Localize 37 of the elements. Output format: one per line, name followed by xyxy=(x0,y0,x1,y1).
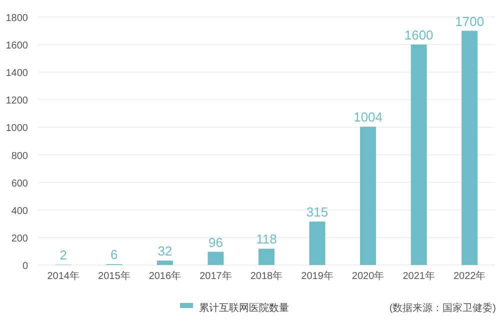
data-label: 118 xyxy=(256,232,277,247)
text: (数据来源：国家卫健委) xyxy=(389,302,496,314)
x-tick-label: 2016年 xyxy=(148,270,182,282)
y-tick-label: 1400 xyxy=(6,68,28,80)
x-tick-label: 2017年 xyxy=(200,270,232,282)
data-label: 1700 xyxy=(455,14,484,29)
y-tick-label: 1200 xyxy=(6,96,28,107)
x-tick-label: 2021年 xyxy=(402,270,435,282)
data-label: 1004 xyxy=(354,110,383,125)
bar xyxy=(156,260,173,265)
data-label: 6 xyxy=(110,247,118,262)
y-tick-label: 800 xyxy=(11,150,28,162)
data-label: 1600 xyxy=(404,28,434,43)
x-tick-label: 2022年 xyxy=(453,270,486,282)
x-tick-label: 2019年 xyxy=(301,270,334,282)
y-tick-label: 400 xyxy=(11,206,28,217)
y-tick-label: 1000 xyxy=(6,123,28,134)
data-label: 2 xyxy=(60,248,68,263)
bar xyxy=(360,126,376,265)
data-label: 32 xyxy=(158,244,172,259)
data-label: 315 xyxy=(306,204,328,220)
y-tick-label: 200 xyxy=(11,233,28,244)
y-tick-label: 600 xyxy=(11,178,28,190)
y-tick-label: 0 xyxy=(22,261,28,272)
bar xyxy=(208,252,224,265)
x-tick-label: 2015年 xyxy=(98,270,130,282)
bar xyxy=(462,30,478,265)
data-label: 96 xyxy=(208,234,223,250)
y-tick-label: 1800 xyxy=(6,13,28,24)
bar xyxy=(309,222,326,265)
x-tick-label: 2014年 xyxy=(47,270,80,282)
x-tick-label: 2018年 xyxy=(250,270,283,282)
bar xyxy=(410,44,427,265)
x-tick-label: 2020年 xyxy=(352,270,384,282)
legend-label: 累计互联网医院数量 xyxy=(199,302,289,314)
y-tick-label: 1600 xyxy=(6,40,28,52)
bar xyxy=(258,248,274,265)
